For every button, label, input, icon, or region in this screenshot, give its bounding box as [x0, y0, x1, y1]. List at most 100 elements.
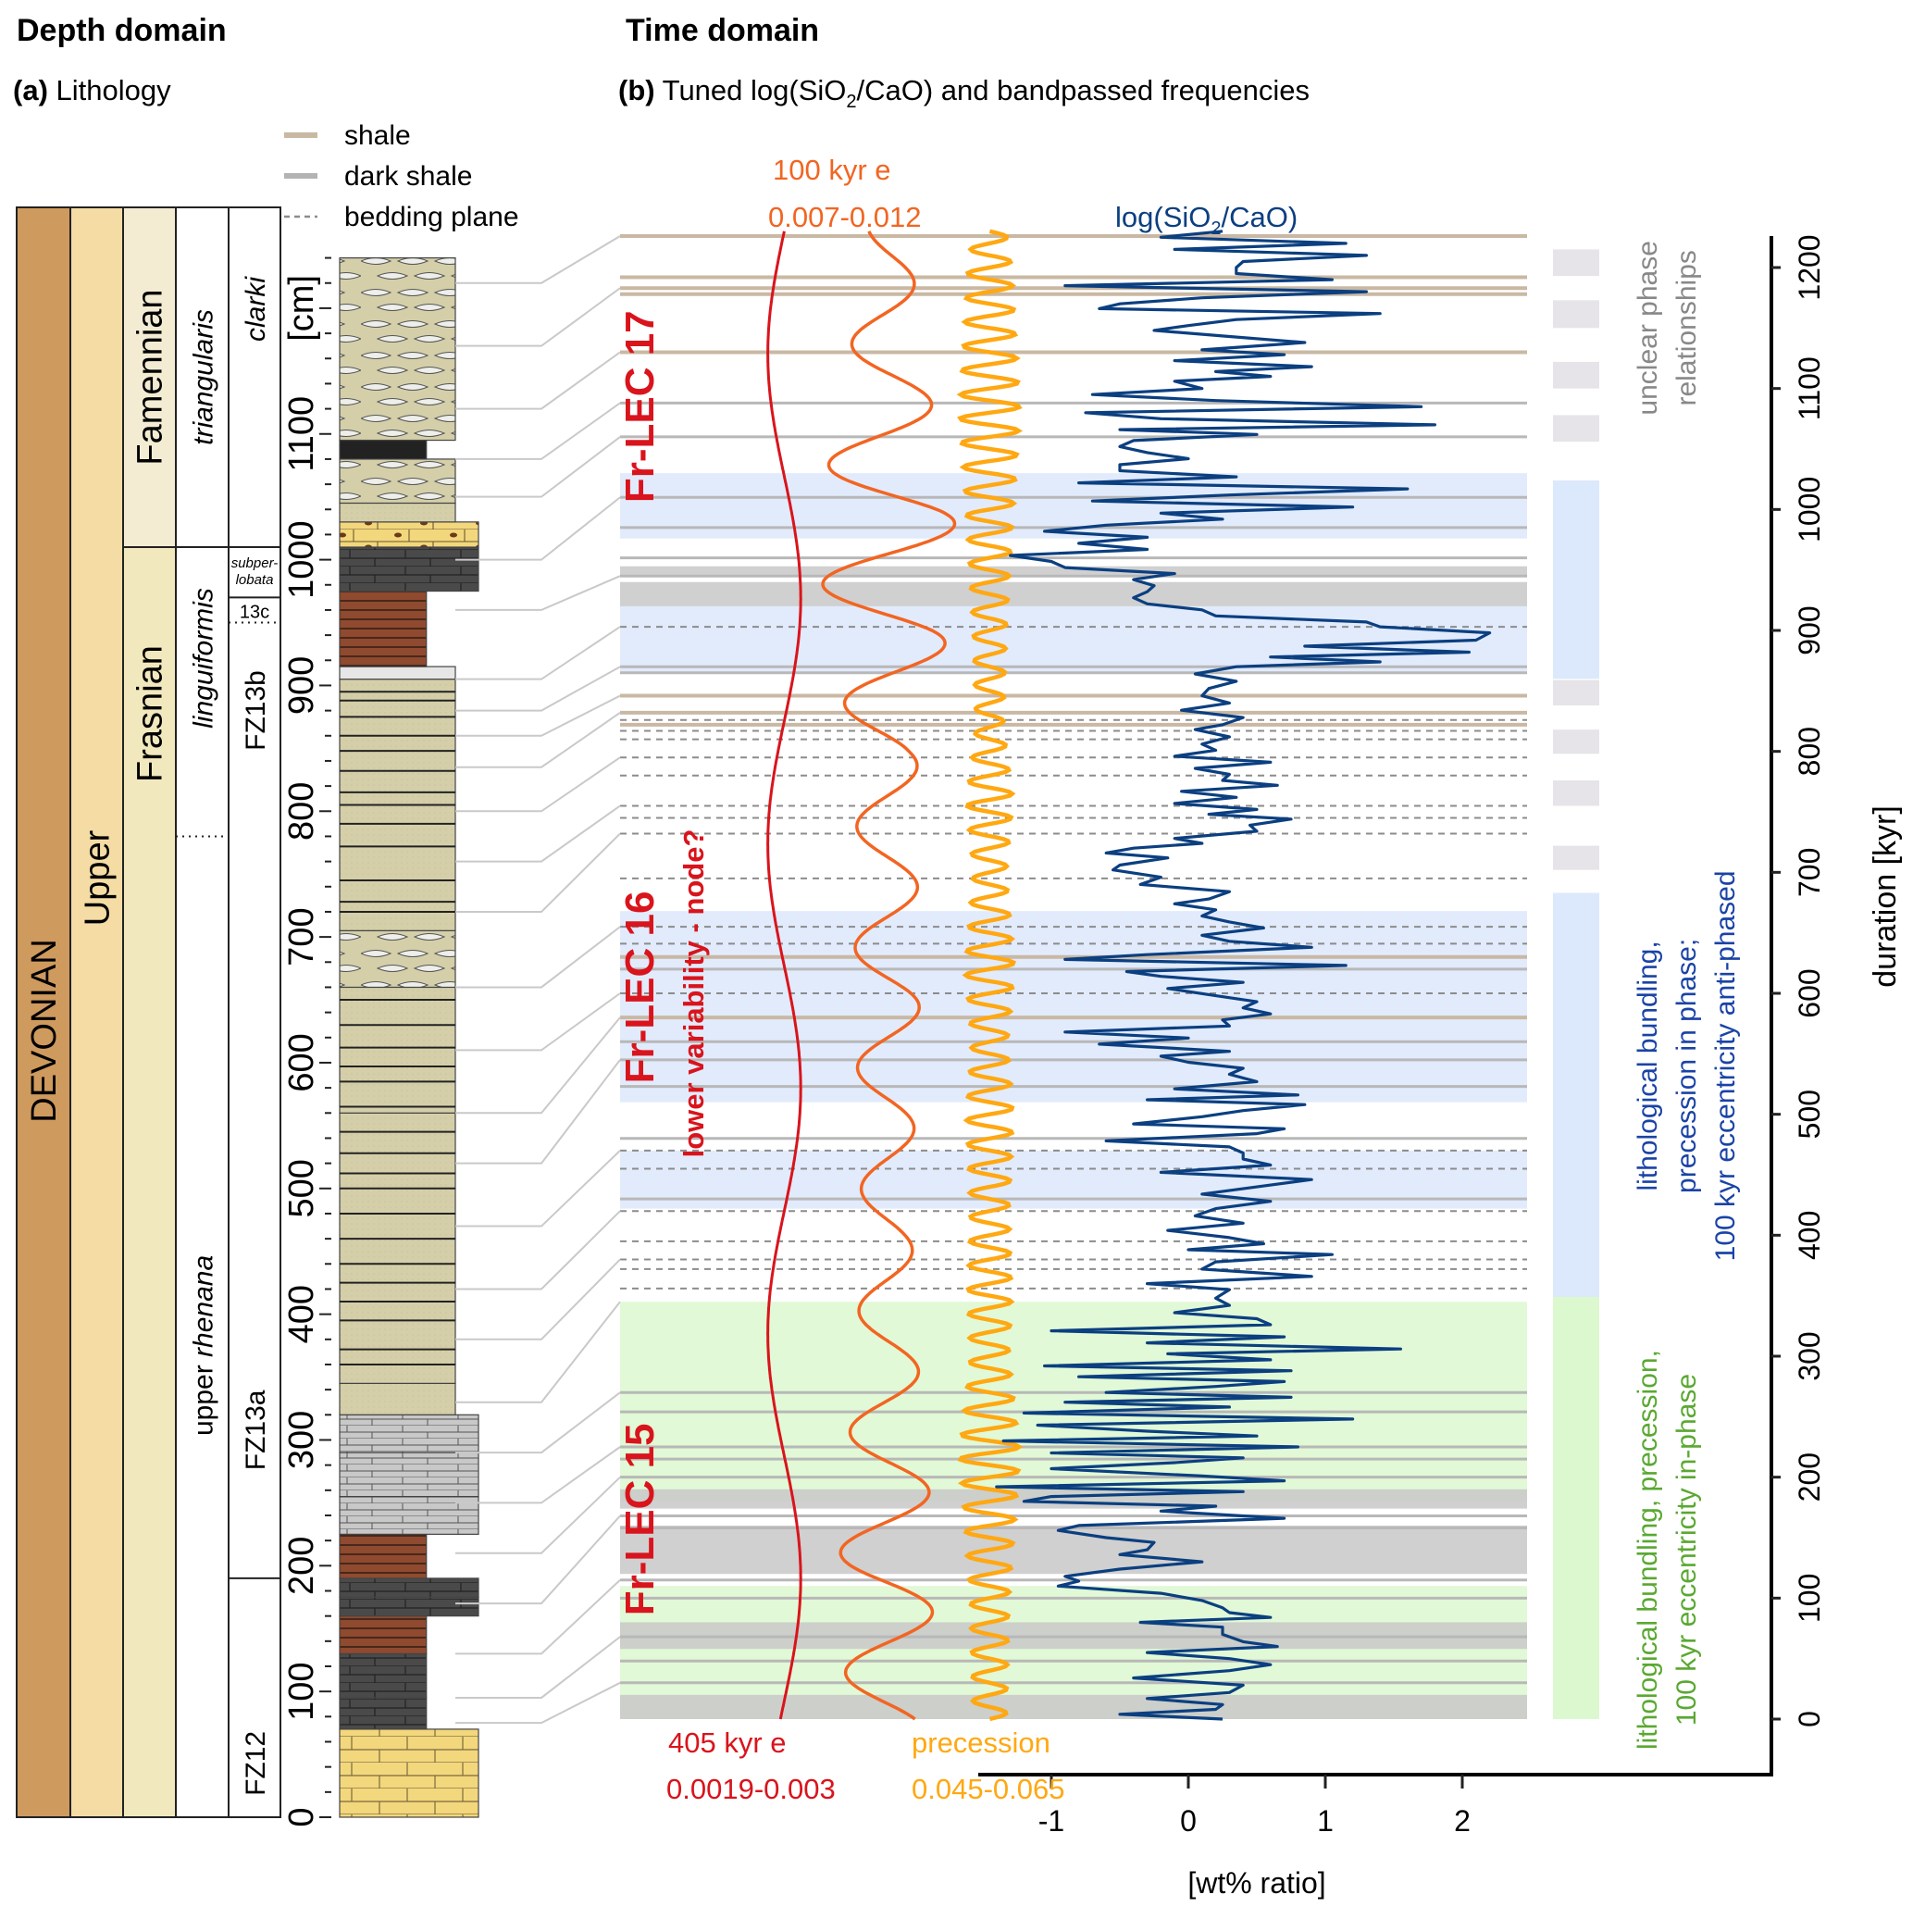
- label-100kyr-name: 100 kyr e: [773, 154, 891, 186]
- y-tick-label: 200: [1793, 1452, 1826, 1502]
- correlation-line: [455, 575, 621, 611]
- label-100kyr-band: 0.007-0.012: [768, 201, 921, 233]
- y-tick-label: 1000: [1793, 477, 1826, 542]
- correlation-line: [455, 666, 621, 712]
- correlation-line: [455, 1476, 621, 1554]
- correlation-line: [455, 1059, 621, 1165]
- y-tick-label: 900: [1793, 605, 1826, 654]
- stage-label-famennian: Famennian: [131, 289, 170, 465]
- correlation-line: [455, 1681, 621, 1725]
- depth-tick-label: 400: [282, 1285, 321, 1343]
- label-405kyr-band: 0.0019-0.003: [666, 1773, 836, 1805]
- panel-b-label: (b): [618, 74, 655, 106]
- phase-label: lithological bundling, precession,: [1633, 1350, 1663, 1750]
- fz-zone-label: subper-: [231, 555, 279, 571]
- series-100-kyr-e: [821, 231, 957, 1721]
- phase-label: relationships: [1671, 250, 1702, 405]
- correlation-line: [455, 402, 621, 460]
- lithology-bed: [339, 1382, 456, 1415]
- annotation-fr-lec-17: Fr-LEC 17: [617, 310, 663, 503]
- series-precession: [956, 229, 1024, 1722]
- label-precession-band: 0.045-0.065: [912, 1773, 1064, 1805]
- phase-bar: [1553, 1296, 1599, 1719]
- depth-tick-label: 700: [282, 907, 321, 966]
- y-tick-label: 0: [1793, 1711, 1826, 1727]
- lithology-column: [339, 256, 479, 1818]
- y-tick-label: 400: [1793, 1211, 1826, 1260]
- system-label: DEVONIAN: [25, 939, 64, 1122]
- y-tick-label: 100: [1793, 1574, 1826, 1623]
- series-log-sio2-cao: [995, 230, 1492, 1721]
- phase-bar: [1553, 415, 1599, 442]
- label-precession-name: precession: [912, 1726, 1050, 1759]
- lithology-bed: [339, 502, 456, 523]
- depth-tick-label: 600: [282, 1033, 321, 1091]
- phase-label: precession in phase;: [1671, 939, 1702, 1193]
- phase-bar: [1553, 892, 1599, 1297]
- correlation-line: [455, 1301, 621, 1403]
- correlation-line: [455, 626, 621, 680]
- lithology-bed: [339, 439, 428, 460]
- stratigraphic-columns: DEVONIAN Upper Famennian Frasnian triangular…: [16, 206, 281, 1818]
- correlation-line: [455, 1636, 621, 1699]
- correlation-line: [455, 351, 621, 410]
- phase-bar: [1553, 679, 1599, 706]
- phase-bar: [1553, 361, 1599, 389]
- series-column: [69, 206, 124, 1818]
- panel-a-label: (a): [13, 74, 48, 106]
- zone-text: upper: [189, 1357, 219, 1436]
- correlation-line: [455, 1579, 621, 1655]
- correlation-line: [455, 1391, 621, 1454]
- phase-bar: [1553, 480, 1599, 679]
- correlation-line: [455, 1150, 621, 1228]
- stage-label-frasnian: Frasnian: [131, 645, 170, 782]
- x-axis-label: [wt% ratio]: [1187, 1866, 1325, 1900]
- y-tick-label: 700: [1793, 848, 1826, 897]
- lithology-bed: [339, 1112, 456, 1384]
- fz-zone-label: FZ13a: [241, 1390, 271, 1470]
- stage-frasnian: [122, 546, 177, 1818]
- correlation-line: [455, 1514, 621, 1605]
- fz-zone-label: clarki: [241, 276, 271, 342]
- phase-bar: [1553, 249, 1599, 277]
- phase-bar: [1553, 780, 1599, 806]
- phase-relationship-bars: unclear phase relationships lithological b…: [1553, 241, 1741, 1750]
- lithology-bed: [339, 590, 428, 667]
- fz-zone-label: FZ13b: [241, 670, 271, 751]
- y-tick-label: 500: [1793, 1090, 1826, 1139]
- lithology-bed: [339, 458, 456, 505]
- lithology-bed: [339, 1496, 479, 1535]
- lithology-bed: [339, 546, 479, 592]
- time-domain-heading: Time domain: [626, 13, 819, 48]
- lithology-bed: [339, 1414, 479, 1453]
- depth-tick-label: 800: [282, 782, 321, 841]
- correlation-line: [455, 694, 621, 737]
- lithology-bed: [339, 1452, 479, 1498]
- legend-label-shale: shale: [344, 120, 411, 151]
- legend-label-dark-shale: dark shale: [344, 161, 472, 192]
- fz-zone-label: 13c: [240, 602, 269, 622]
- depth-tick-label: 500: [282, 1159, 321, 1217]
- conodont-zone-label: linguiformis: [189, 588, 219, 729]
- depth-tick-label: 900: [282, 656, 321, 715]
- label-part: /CaO): [1222, 201, 1298, 233]
- panel-b-text-sub: 2: [846, 92, 856, 112]
- correlation-line: [455, 1210, 621, 1290]
- y-tick-label: 800: [1793, 727, 1826, 776]
- background-band: [620, 911, 1527, 1103]
- panel-b-title: (b) Tuned log(SiO2/CaO) and bandpassed f…: [618, 74, 1310, 112]
- panel-a-title: (a) Lithology: [13, 74, 171, 106]
- lithology-bed: [339, 666, 456, 680]
- series-405-kyr-e: [766, 231, 802, 1720]
- zone-text-italic: rhenana: [189, 1255, 219, 1357]
- tie-lines: [455, 234, 1527, 1725]
- annotation-fr-lec-15: Fr-LEC 15: [617, 1423, 663, 1615]
- background-band: [620, 1694, 1527, 1719]
- background-band: [620, 605, 1527, 672]
- background-band: [620, 1489, 1527, 1509]
- conodont-zone-label: triangularis: [189, 309, 219, 445]
- correlation-line: [455, 832, 621, 913]
- panel-b-text-post: /CaO) and bandpassed frequencies: [857, 74, 1310, 106]
- x-tick-label: 0: [1180, 1804, 1197, 1838]
- panel-b-text-pre: Tuned log(SiO: [663, 74, 847, 106]
